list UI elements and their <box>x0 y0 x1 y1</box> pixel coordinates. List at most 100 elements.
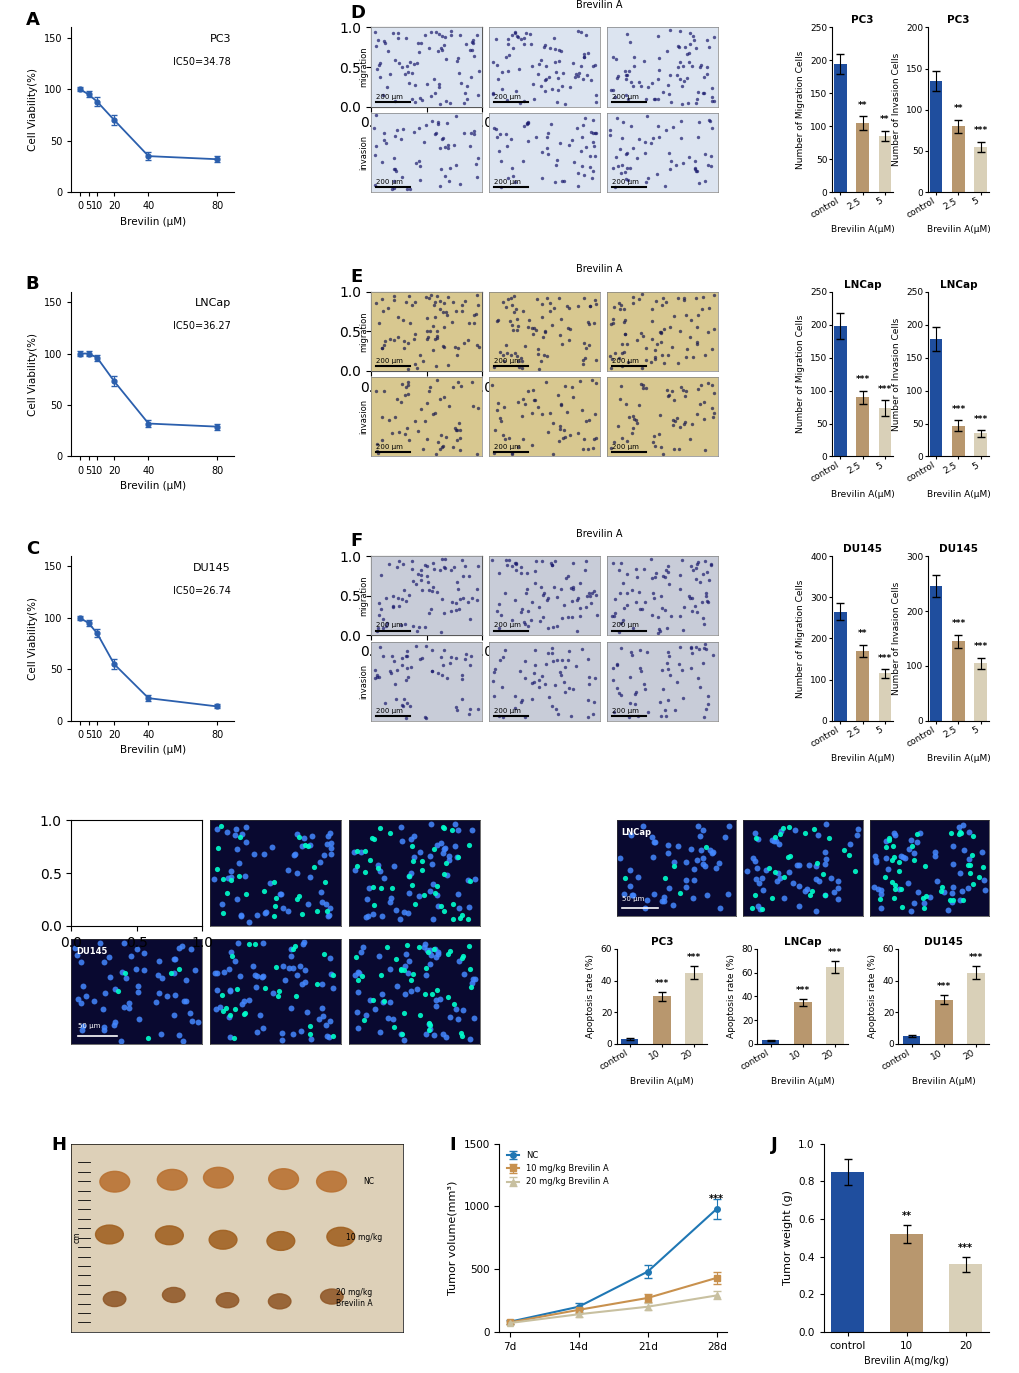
Point <box>884 846 901 868</box>
Point <box>560 330 577 351</box>
Point <box>628 566 644 588</box>
Point <box>375 380 391 402</box>
Point <box>683 656 699 678</box>
Point <box>514 350 530 372</box>
Point <box>136 942 152 964</box>
Point <box>450 898 467 920</box>
Point <box>385 147 401 169</box>
Point <box>506 697 523 719</box>
Point <box>348 840 365 862</box>
Point <box>266 870 282 892</box>
Point <box>551 417 568 439</box>
Bar <box>966 972 984 1043</box>
Point <box>466 312 482 334</box>
Point <box>518 113 534 135</box>
Point <box>395 901 412 923</box>
Point <box>484 375 500 397</box>
Point <box>413 559 429 581</box>
Point <box>581 295 597 317</box>
Point <box>129 982 146 1004</box>
Point <box>604 47 621 69</box>
Point <box>527 560 543 582</box>
Point <box>364 989 380 1011</box>
Point <box>375 991 391 1013</box>
Point <box>543 78 559 100</box>
Point <box>229 838 246 859</box>
Point <box>288 862 305 884</box>
Point <box>840 844 856 866</box>
Text: 200 μm: 200 μm <box>376 358 403 364</box>
Point <box>690 816 706 838</box>
Point <box>485 117 501 139</box>
Point <box>791 895 807 917</box>
Point <box>421 1012 437 1034</box>
Point <box>609 66 626 88</box>
Point <box>546 549 562 571</box>
Point <box>67 938 84 960</box>
Point <box>392 391 409 413</box>
Point <box>537 34 553 56</box>
Point <box>411 117 427 139</box>
Point <box>974 869 990 891</box>
Point <box>464 972 480 994</box>
Point <box>690 126 706 148</box>
Point <box>695 652 711 674</box>
Point <box>160 847 176 869</box>
Point <box>383 178 399 200</box>
Point <box>507 559 524 581</box>
Point <box>610 347 627 369</box>
Point <box>421 380 437 402</box>
Point <box>644 126 660 148</box>
Point <box>616 143 633 165</box>
Text: LNCap: LNCap <box>621 828 651 838</box>
Y-axis label: Cell Viability(%): Cell Viability(%) <box>29 597 39 680</box>
Point <box>150 964 166 986</box>
Point <box>619 430 635 452</box>
Point <box>468 303 484 325</box>
Point <box>434 817 450 839</box>
Point <box>374 608 390 630</box>
Point <box>400 71 417 93</box>
Point <box>401 312 418 334</box>
Point <box>367 104 383 126</box>
Point <box>427 946 443 968</box>
Point <box>707 858 723 880</box>
Point <box>381 958 397 980</box>
Bar <box>685 972 703 1043</box>
Bar <box>834 63 846 192</box>
Point <box>386 158 403 180</box>
Point <box>420 942 436 964</box>
Point <box>632 321 648 343</box>
Point <box>666 699 683 721</box>
Point <box>688 92 704 114</box>
Point <box>549 703 566 725</box>
Point <box>427 356 443 378</box>
Point <box>645 88 661 110</box>
Point <box>418 320 434 342</box>
Point <box>411 842 427 864</box>
Point <box>322 822 338 844</box>
Point <box>464 820 480 842</box>
Point <box>588 604 604 626</box>
Point <box>315 1005 331 1027</box>
Point <box>876 831 893 853</box>
Point <box>102 844 118 866</box>
Point <box>311 851 327 873</box>
Point <box>385 596 401 618</box>
Point <box>127 958 144 980</box>
Point <box>576 559 592 581</box>
Point <box>911 822 927 844</box>
Point <box>655 891 672 913</box>
Point <box>385 170 401 192</box>
Text: 200 μm: 200 μm <box>376 622 403 629</box>
Text: PC3: PC3 <box>76 829 95 838</box>
Point <box>507 319 524 341</box>
Point <box>74 886 91 908</box>
Point <box>166 813 182 835</box>
Point <box>282 945 299 967</box>
Point <box>379 76 395 97</box>
Point <box>368 135 384 157</box>
Point <box>643 825 659 847</box>
Point <box>437 48 453 70</box>
Point <box>905 849 921 870</box>
